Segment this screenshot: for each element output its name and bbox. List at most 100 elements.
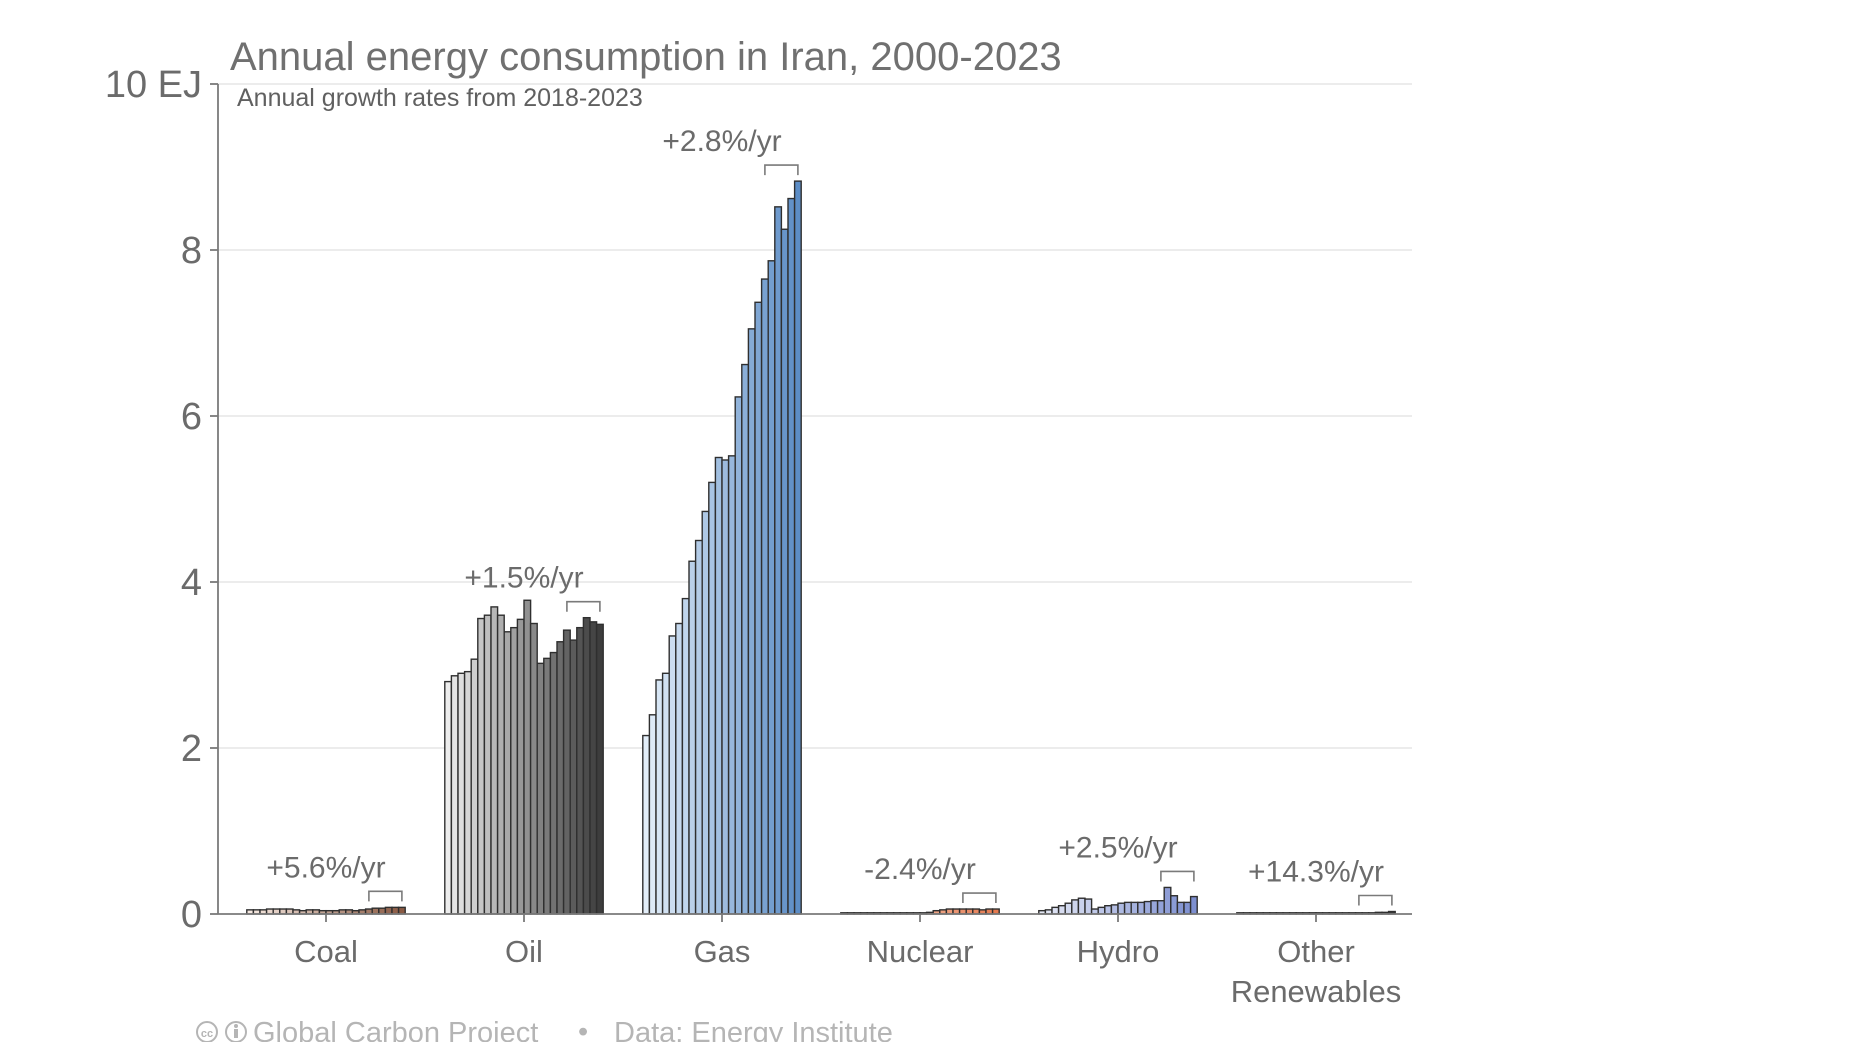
bar bbox=[1189, 895, 1198, 915]
bar bbox=[787, 197, 796, 915]
y-tick-label: 8 bbox=[181, 230, 202, 272]
growth-bracket bbox=[566, 600, 601, 612]
bar bbox=[708, 481, 717, 915]
bar bbox=[774, 206, 783, 915]
bar bbox=[1137, 901, 1146, 915]
bar bbox=[1143, 900, 1152, 915]
bar-group-oil: +1.5%/yr bbox=[444, 562, 604, 915]
bar bbox=[543, 657, 552, 915]
growth-rate-label: +2.8%/yr bbox=[662, 125, 781, 158]
bar bbox=[490, 606, 499, 915]
bar bbox=[1057, 905, 1066, 915]
bar-group-nuclear: -2.4%/yr bbox=[840, 853, 1000, 915]
growth-rate-label: +14.3%/yr bbox=[1248, 856, 1384, 889]
bar bbox=[741, 363, 750, 915]
footer-credit: Global Carbon Project bbox=[253, 1017, 538, 1042]
bar bbox=[648, 714, 657, 915]
bar bbox=[701, 510, 710, 915]
category-label: Hydro bbox=[1077, 934, 1160, 969]
bar bbox=[549, 651, 558, 915]
bar bbox=[536, 662, 545, 915]
category-label: Oil bbox=[505, 934, 543, 969]
bar bbox=[793, 180, 802, 915]
bar bbox=[1071, 899, 1080, 915]
bar bbox=[589, 621, 598, 915]
bar bbox=[668, 635, 677, 915]
bar bbox=[1150, 900, 1159, 915]
bar bbox=[1170, 895, 1179, 915]
category-label: Gas bbox=[694, 934, 751, 969]
bar bbox=[516, 618, 525, 915]
bar bbox=[391, 906, 400, 915]
y-tick-label: 6 bbox=[181, 396, 202, 438]
y-axis-ticks: 0 2 4 6 8 10 EJ bbox=[105, 64, 218, 936]
bar bbox=[457, 672, 466, 915]
bar bbox=[688, 560, 697, 915]
bar bbox=[444, 680, 453, 915]
growth-rate-label: +5.6%/yr bbox=[266, 851, 385, 884]
bar bbox=[384, 906, 393, 915]
bar bbox=[470, 658, 479, 915]
bar bbox=[1130, 901, 1139, 915]
growth-rate-label: -2.4%/yr bbox=[864, 853, 976, 886]
bar bbox=[780, 228, 789, 915]
y-tick-label: 2 bbox=[181, 728, 202, 770]
growth-bracket bbox=[962, 892, 997, 904]
category-label: Renewables bbox=[1231, 974, 1402, 1009]
footer-source: Data: Energy Institute bbox=[614, 1017, 893, 1042]
bar bbox=[569, 639, 578, 915]
gridlines bbox=[218, 83, 1412, 749]
bar bbox=[450, 675, 459, 915]
bar bbox=[1097, 906, 1106, 915]
bar bbox=[714, 456, 723, 915]
growth-rate-label: +1.5%/yr bbox=[464, 562, 583, 595]
bar bbox=[1183, 901, 1192, 915]
axes bbox=[217, 84, 1412, 922]
bar bbox=[510, 626, 519, 915]
bar bbox=[576, 626, 585, 915]
bar-group-hydro: +2.5%/yr bbox=[1038, 831, 1198, 915]
bar bbox=[397, 906, 406, 915]
bar bbox=[1110, 904, 1119, 915]
growth-bracket bbox=[1160, 870, 1195, 882]
bar bbox=[463, 670, 472, 915]
bar bbox=[734, 396, 743, 915]
bar bbox=[727, 455, 736, 915]
bar bbox=[1117, 902, 1126, 915]
bar bbox=[1051, 906, 1060, 915]
growth-bracket bbox=[368, 890, 403, 902]
y-tick-label: 10 EJ bbox=[105, 64, 202, 106]
footer-separator: • bbox=[578, 1016, 588, 1042]
category-label: Other bbox=[1277, 934, 1355, 969]
bar bbox=[496, 614, 505, 915]
bar bbox=[721, 459, 730, 915]
bar bbox=[1104, 905, 1113, 915]
attribution-icon bbox=[225, 1021, 247, 1042]
bar bbox=[681, 597, 690, 915]
bar bbox=[582, 616, 591, 915]
bar bbox=[760, 278, 769, 915]
y-tick-label: 0 bbox=[181, 894, 202, 936]
bar bbox=[1077, 897, 1086, 915]
bar bbox=[503, 631, 512, 915]
bar-groups: +5.6%/yr +1.5%/yr +2.8%/yr -2.4%/yr +2.5%/yr… bbox=[246, 125, 1396, 915]
bar-group-other: +14.3%/yr bbox=[1236, 856, 1396, 915]
growth-rate-label: +2.5%/yr bbox=[1058, 831, 1177, 864]
bar bbox=[694, 539, 703, 915]
bar bbox=[1123, 901, 1132, 915]
category-label: Nuclear bbox=[867, 934, 974, 969]
bar-group-coal: +5.6%/yr bbox=[246, 851, 406, 915]
growth-bracket bbox=[1358, 894, 1393, 906]
bar bbox=[556, 641, 565, 915]
svg-text:cc: cc bbox=[201, 1028, 213, 1040]
bar bbox=[562, 629, 571, 915]
bar bbox=[675, 622, 684, 915]
category-labels: Coal Oil Gas Nuclear Hydro Other Renewables bbox=[294, 934, 1401, 1009]
bar bbox=[1156, 900, 1165, 915]
footer: cc Global Carbon Project • Data: Energy … bbox=[196, 1016, 893, 1042]
bar bbox=[767, 260, 776, 915]
bar bbox=[642, 734, 651, 915]
bar bbox=[1084, 898, 1093, 915]
chart-subtitle: Annual growth rates from 2018-2023 bbox=[237, 84, 643, 112]
